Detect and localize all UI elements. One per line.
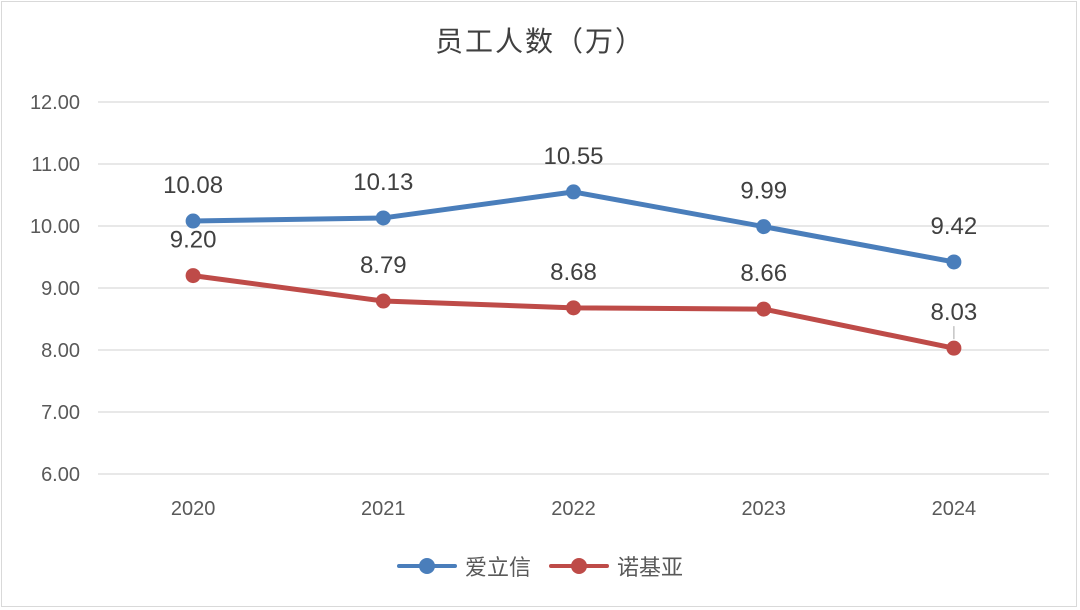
data-label: 9.20 — [170, 227, 217, 254]
legend-swatch-series-1 — [396, 556, 457, 576]
data-label: 8.03 — [931, 299, 978, 326]
data-point[interactable] — [946, 254, 962, 270]
data-point[interactable] — [756, 219, 772, 235]
data-point[interactable] — [375, 293, 391, 309]
x-tick-label: 2021 — [361, 498, 406, 520]
data-point[interactable] — [566, 300, 581, 316]
data-point[interactable] — [756, 301, 772, 317]
data-label: 10.13 — [353, 169, 413, 196]
data-label: 10.08 — [163, 172, 223, 199]
data-label: 8.68 — [550, 259, 597, 286]
legend-marker-series-1 — [418, 558, 435, 574]
gridlines — [98, 101, 1049, 475]
data-label: 8.79 — [360, 252, 407, 279]
legend: 爱立信 诺基亚 — [0, 550, 1080, 582]
legend-label-series-2: 诺基亚 — [617, 556, 684, 581]
y-tick-label: 6.00 — [41, 464, 80, 486]
data-point[interactable] — [946, 340, 962, 356]
legend-swatch-series-2 — [549, 556, 609, 576]
legend-label-series-1: 爱立信 — [464, 556, 531, 581]
legend-item-series-1[interactable]: 爱立信 — [396, 550, 531, 582]
data-point[interactable] — [566, 184, 581, 200]
legend-item-series-2[interactable]: 诺基亚 — [549, 550, 683, 582]
series-lines — [185, 184, 962, 356]
y-tick-label: 10.00 — [30, 216, 80, 238]
y-tick-label: 7.00 — [41, 402, 80, 424]
x-axis-ticks: 2020 2021 2022 2023 2024 — [171, 498, 976, 520]
data-labels: 10.08 10.13 10.55 9.99 9.42 9.20 8.79 8.68 8.66 8… — [163, 143, 978, 340]
chart-title: 员工人数（万） — [434, 25, 645, 58]
y-tick-label: 12.00 — [30, 92, 80, 114]
data-label: 8.66 — [740, 260, 787, 287]
data-label: 9.99 — [740, 178, 787, 205]
y-tick-label: 9.00 — [41, 278, 80, 300]
y-tick-label: 8.00 — [41, 340, 80, 362]
data-point[interactable] — [185, 213, 201, 229]
y-tick-label: 11.00 — [31, 154, 80, 176]
data-label: 9.42 — [931, 213, 978, 240]
data-point[interactable] — [185, 268, 201, 284]
data-label: 10.55 — [543, 143, 603, 170]
data-point[interactable] — [375, 210, 391, 226]
x-tick-label: 2020 — [171, 498, 216, 520]
x-tick-label: 2023 — [741, 498, 786, 520]
y-axis-ticks: 6.00 7.00 8.00 9.00 10.00 11.00 12.00 — [30, 92, 80, 486]
series-line-1 — [190, 189, 957, 265]
x-tick-label: 2024 — [932, 498, 977, 520]
legend-marker-series-2 — [571, 558, 587, 574]
x-tick-label: 2022 — [551, 498, 596, 520]
